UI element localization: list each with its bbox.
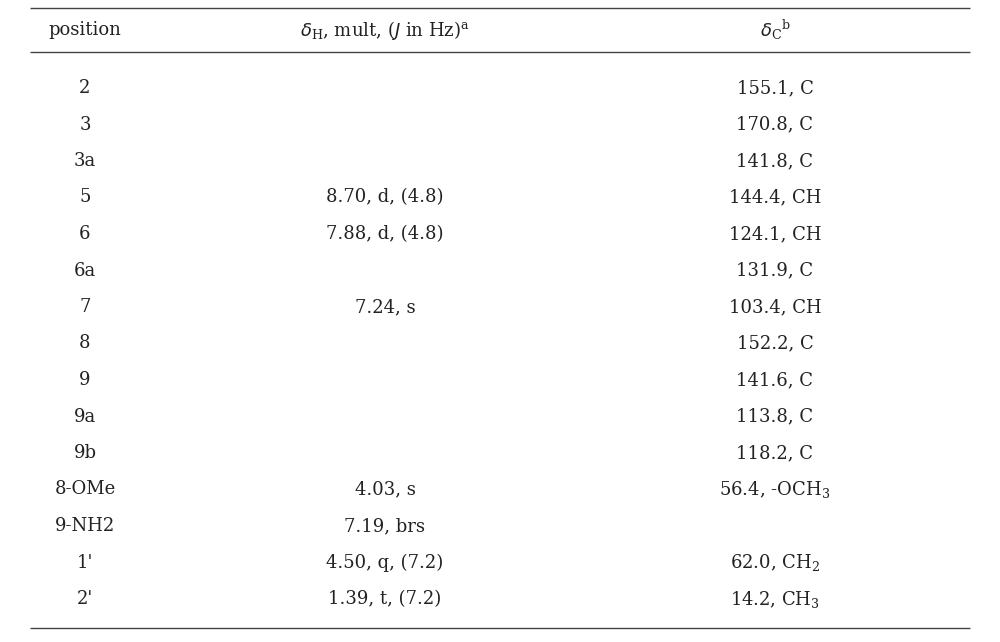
Text: 7: 7 [79,298,91,316]
Text: 1.39, t, (7.2): 1.39, t, (7.2) [328,590,442,608]
Text: 170.8, C: 170.8, C [736,116,814,134]
Text: 8.70, d, (4.8): 8.70, d, (4.8) [326,189,444,207]
Text: 4.50, q, (7.2): 4.50, q, (7.2) [326,553,444,571]
Text: 3: 3 [79,116,91,134]
Text: 124.1, CH: 124.1, CH [729,225,821,243]
Text: 141.6, C: 141.6, C [736,371,814,389]
Text: 2': 2' [77,590,93,608]
Text: 7.19, brs: 7.19, brs [344,517,426,535]
Text: 9b: 9b [74,444,96,462]
Text: 1': 1' [77,553,93,571]
Text: 14.2, CH$_{\mathregular{3}}$: 14.2, CH$_{\mathregular{3}}$ [730,589,820,609]
Text: 6: 6 [79,225,91,243]
Text: 2: 2 [79,79,91,97]
Text: 6a: 6a [74,261,96,279]
Text: 62.0, CH$_{\mathregular{2}}$: 62.0, CH$_{\mathregular{2}}$ [730,552,820,573]
Text: 9a: 9a [74,408,96,426]
Text: $\delta_{\mathregular{C}}$$^{\mathregular{b}}$: $\delta_{\mathregular{C}}$$^{\mathregula… [760,18,790,42]
Text: 4.03, s: 4.03, s [355,480,415,498]
Text: position: position [49,21,121,39]
Text: 5: 5 [79,189,91,207]
Text: $\delta_{\mathregular{H}}$, mult, ($J$ in Hz)$^{\mathregular{a}}$: $\delta_{\mathregular{H}}$, mult, ($J$ i… [300,19,470,42]
Text: 8-OMe: 8-OMe [54,480,116,498]
Text: 152.2, C: 152.2, C [737,334,813,352]
Text: 141.8, C: 141.8, C [736,152,814,170]
Text: 56.4, -OCH$_{\mathregular{3}}$: 56.4, -OCH$_{\mathregular{3}}$ [719,479,831,500]
Text: 155.1, C: 155.1, C [737,79,813,97]
Text: 7.24, s: 7.24, s [355,298,415,316]
Text: 103.4, CH: 103.4, CH [729,298,821,316]
Text: 7.88, d, (4.8): 7.88, d, (4.8) [326,225,444,243]
Text: 118.2, C: 118.2, C [736,444,814,462]
Text: 144.4, CH: 144.4, CH [729,189,821,207]
Text: 131.9, C: 131.9, C [736,261,814,279]
Text: 3a: 3a [74,152,96,170]
Text: 9-NH2: 9-NH2 [55,517,115,535]
Text: 8: 8 [79,334,91,352]
Text: 9: 9 [79,371,91,389]
Text: 113.8, C: 113.8, C [736,408,814,426]
